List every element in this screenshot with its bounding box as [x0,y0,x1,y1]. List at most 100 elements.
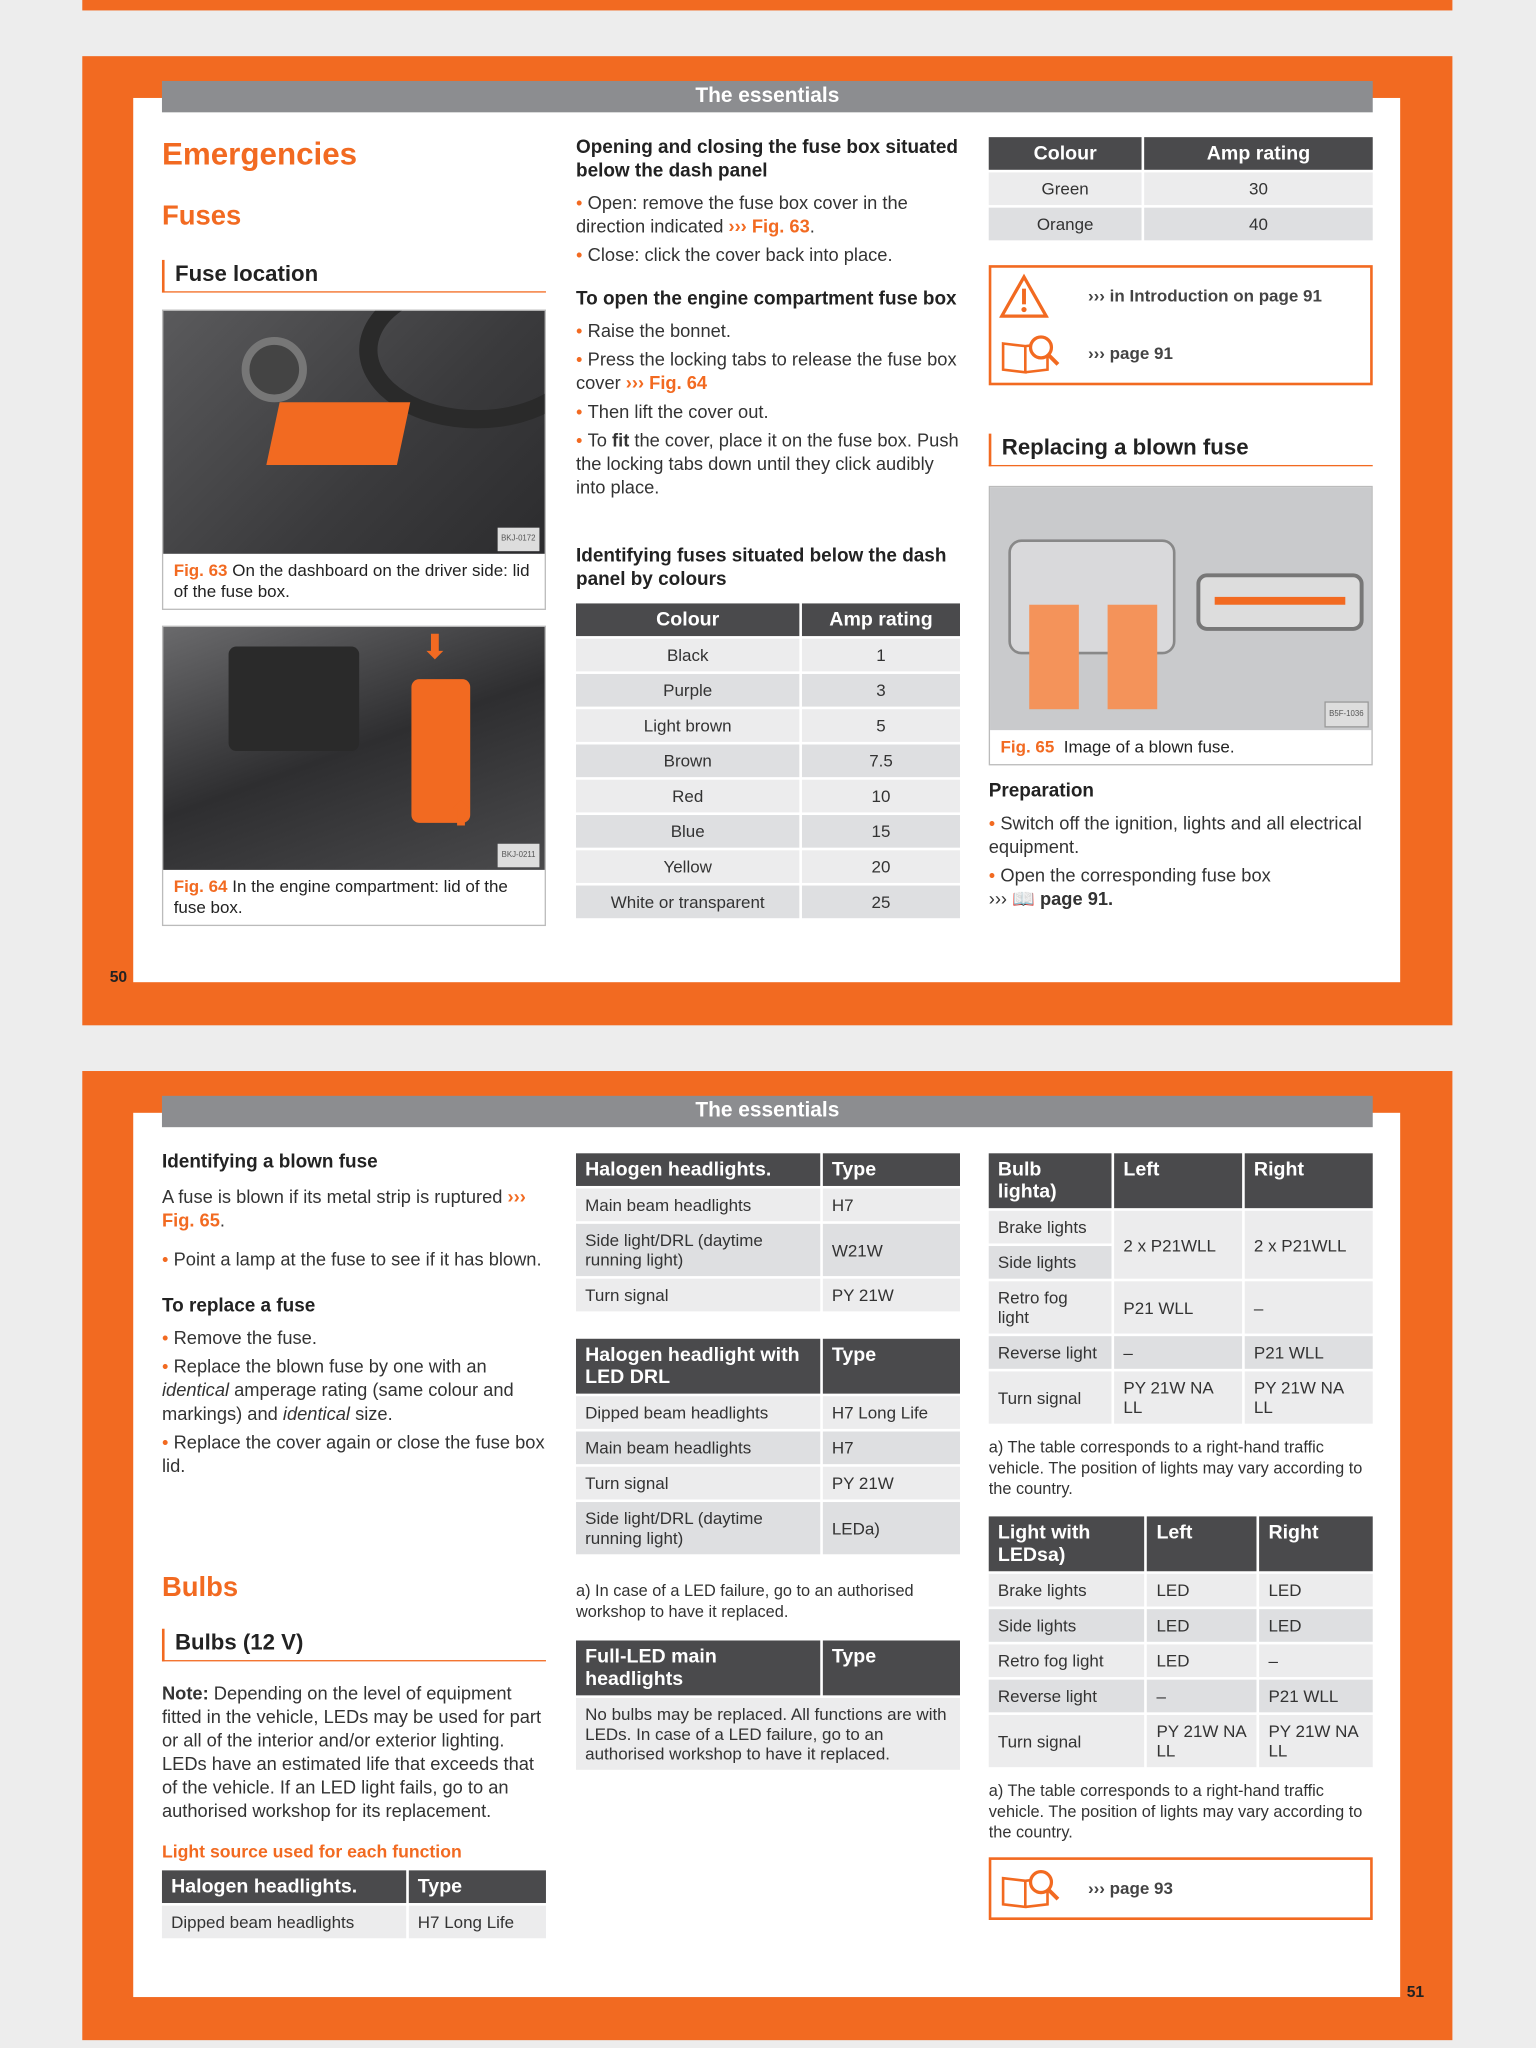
text: Remove the fuse. [173,1327,317,1348]
link-arrows: ››› [988,888,1013,910]
table: Colour Amp rating Green 30 Orange 40 [986,135,1375,243]
column-header: Left [1114,1153,1243,1209]
table-cell: Dipped beam headlights [161,1905,407,1939]
column-header: Halogen headlight with LED DRL [575,1338,821,1394]
table-cell: – [1244,1281,1373,1334]
table-row: Brake lights LED LED [988,1573,1373,1607]
table-cell: Orange [988,207,1142,241]
column-header: Right [1259,1516,1373,1572]
column-header: Type [822,1640,960,1696]
table-header-row: Colour Amp rating [575,603,960,637]
figure-code: BKJ-0211 [497,843,540,868]
table-row: Light brown 5 [575,709,960,742]
note-text: Depending on the level of equipment fitt… [161,1682,542,1821]
figure-63: BKJ-0172 Fig. 63 On the dashboard on the… [161,309,546,610]
column-1: Emergencies Fuses Fuse location BKJ-0172… [161,137,546,927]
arrow-down-icon: ⬇ [420,626,450,667]
book-reference[interactable]: ››› page 91 [991,325,1370,382]
text: size. [349,1402,393,1424]
table-header-row: Halogen headlights. Type [575,1153,960,1186]
text: Raise the bonnet. [587,319,731,341]
table-row: Dipped beam headlights H7 Long Life [161,1905,546,1939]
column-header: Full-LED main headlights [575,1640,821,1696]
caption-text: Image of a blown fuse. [1063,736,1235,757]
figure-label: Fig. 63 [173,560,228,580]
table-cell: No bulbs may be replaced. All functions … [575,1697,960,1770]
book-reference[interactable]: ››› page 93 [991,1860,1370,1917]
footnote: a) The table corresponds to a right-hand… [988,1781,1363,1842]
text: Point a lamp at the fuse to see if it ha… [173,1248,542,1270]
fig-link[interactable]: ››› Fig. 63 [728,215,810,237]
table-cell: Main beam headlights [575,1188,821,1222]
table-cell: Reverse light [988,1336,1112,1369]
table-cell: Brown [575,744,800,778]
table-row: Blue 15 [575,815,960,848]
table-cell: 25 [802,885,960,919]
heading: Identifying fuses situated below the das… [575,545,947,591]
fuse-colour-table: Colour Amp rating Black 1 Purple 3 Light brown… [575,601,960,921]
table-row: Dipped beam headlights H7 Long Life [575,1396,960,1429]
table-row: Side lights [988,1246,1373,1279]
section-title: Fuses [161,201,242,232]
column-2: Halogen headlights. Type Main beam headlig… [575,1151,960,1773]
column-header: Colour [988,137,1142,170]
table: Halogen headlights. Type Dipped beam headl… [159,1868,548,1941]
table-cell: PY 21W NA LL [1114,1371,1243,1424]
table-cell: Turn signal [988,1371,1112,1424]
column-header: Halogen headlights. [575,1153,821,1186]
table-cell: Dipped beam headlights [575,1396,821,1429]
table-row: No bulbs may be replaced. All functions … [575,1697,960,1770]
table-cell: Green [988,172,1142,206]
text: Open: remove the fuse box cover in the d… [575,191,908,237]
subsection-title: Fuse location [161,259,546,293]
heading: To replace a fuse [161,1295,316,1317]
reference-box: ››› in Introduction on page 91 ››› page … [988,265,1373,386]
table-cell: 1 [802,638,960,672]
table-cell: Yellow [575,850,800,883]
table-row: Yellow 20 [575,850,960,883]
fig64-caption: Fig. 64 In the engine compartment: lid o… [163,870,544,925]
table-cell: Purple [575,673,800,707]
column-header: Left [1147,1516,1257,1572]
fig63-image: BKJ-0172 [163,310,545,554]
table-cell: P21 WLL [1259,1679,1373,1713]
text: A fuse is blown if its metal strip is ru… [161,1185,508,1207]
table-cell: White or transparent [575,885,800,919]
table-cell: – [1147,1679,1257,1713]
note: Note: Depending on the level of equipmen… [162,1681,546,1822]
fig-link[interactable]: ››› Fig. 64 [625,372,708,394]
figure-label: Fig. 65 [1000,736,1055,757]
page-51: The essentials 51 Identifying a blown fu… [82,1071,1453,2041]
figure-65: B5F-1036 Fig. 65 Image of a blown fuse. [988,485,1373,766]
table-cell: Retro fog light [988,1281,1112,1334]
warning-triangle-icon [999,273,1049,318]
table-cell: 30 [1144,172,1373,206]
table-row: Retro fog light LED – [988,1644,1373,1678]
figure-code: B5F-1036 [1323,701,1369,728]
table-cell: – [1259,1644,1373,1678]
fig-link[interactable]: ››› Fig. 65 [161,1185,526,1231]
section-title: Bulbs [161,1572,239,1603]
table-row: Green 30 [988,172,1373,206]
bullet-item: • Remove the fuse. [161,1327,317,1348]
heading: To open the engine compartment fuse box [575,288,957,310]
table-row: Main beam headlights H7 [575,1188,960,1222]
table-cell: Turn signal [988,1714,1145,1768]
table-cell: H7 Long Life [408,1905,546,1939]
fig63-caption: Fig. 63 On the dashboard on the driver s… [163,554,544,609]
table-cell: PY 21W NA LL [1147,1714,1257,1768]
page-link[interactable]: page 91. [1034,888,1114,910]
table: Light with LEDsa) Left Right Brake lights LE… [986,1514,1375,1770]
table-header-row: Halogen headlight with LED DRL Type [575,1338,960,1394]
table-row: Turn signal PY 21W [575,1466,960,1500]
table-cell: 10 [802,779,960,813]
table-cell: LED [1259,1609,1373,1642]
table-cell: Black [575,638,800,672]
text: identical [282,1402,350,1424]
column-header: Type [408,1870,546,1904]
table-cell: Main beam headlights [575,1431,821,1465]
heading: Opening and closing the fuse box situate… [575,137,958,182]
warning-reference[interactable]: ››› in Introduction on page 91 [991,268,1370,325]
text: Open the corresponding fuse box [1000,864,1271,886]
reference-box: ››› page 93 [988,1857,1373,1920]
